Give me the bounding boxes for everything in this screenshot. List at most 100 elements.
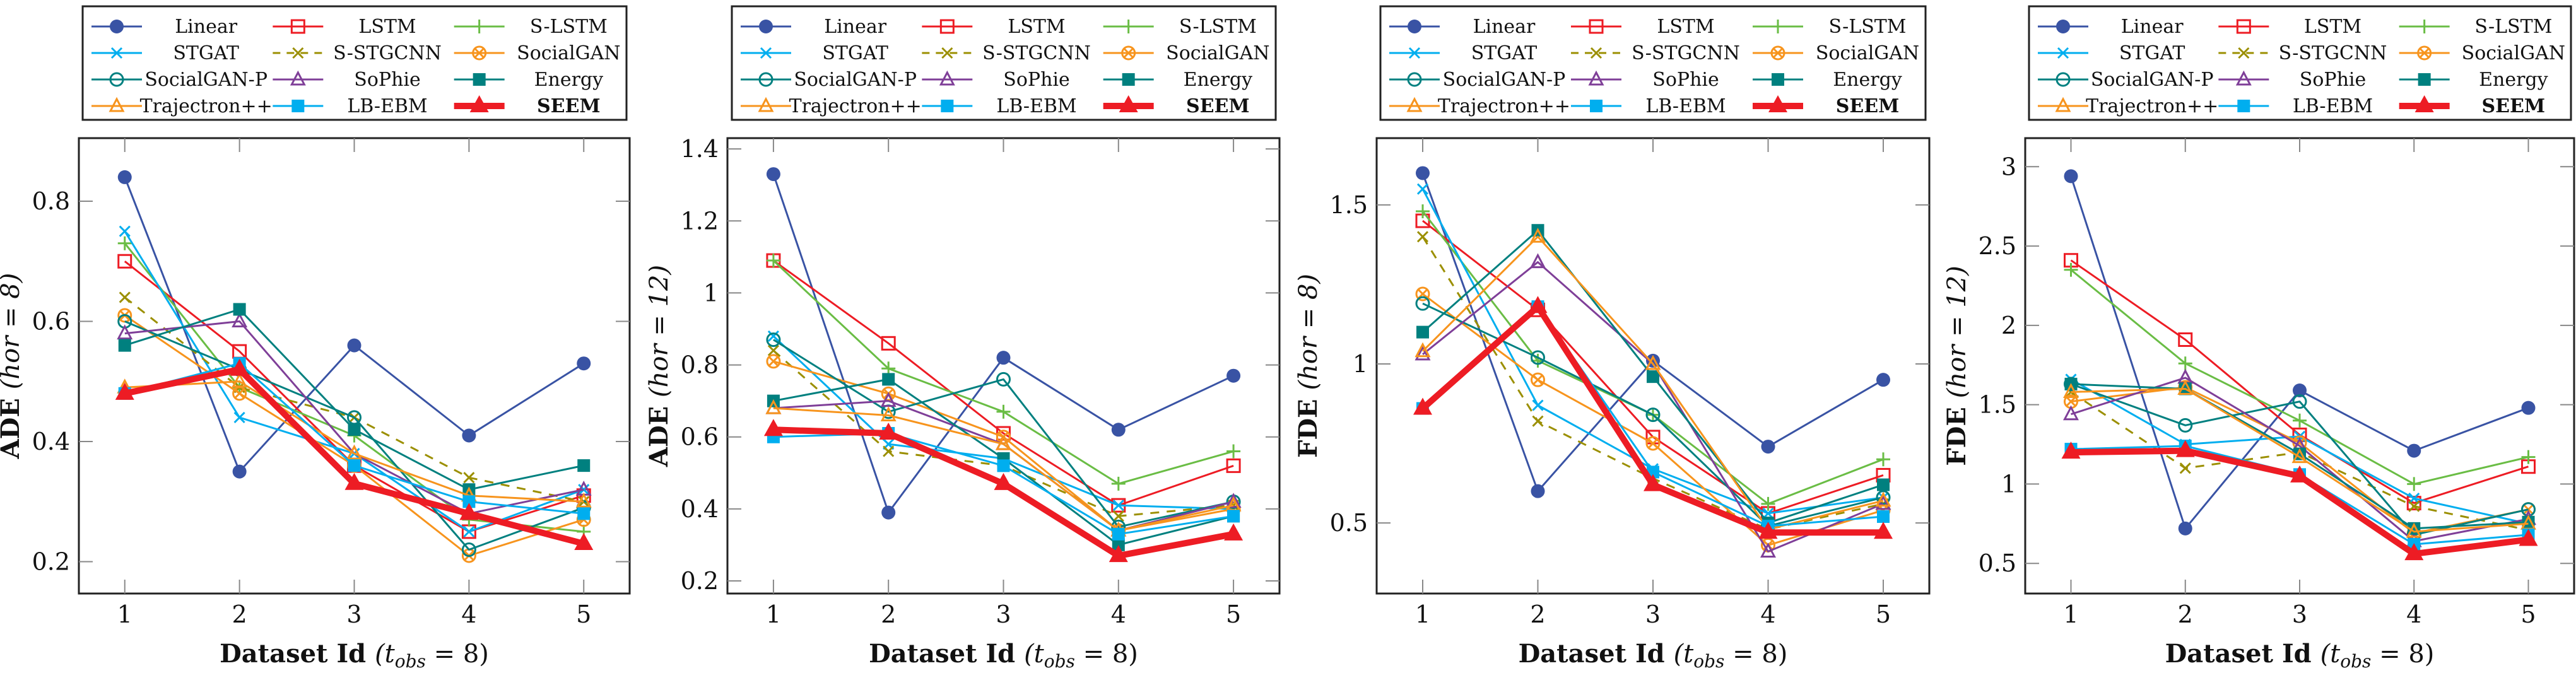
legend-label: SEEM (537, 95, 601, 117)
legend-entry-socialgan: SocialGAN (2399, 42, 2565, 64)
series-line-lb-ebm (2071, 445, 2529, 546)
x-tick-label: 1 (117, 600, 132, 628)
legend-label: Trajectron++ (789, 95, 922, 117)
x-axis-title: Dataset Id (tobs = 8) (2165, 639, 2435, 672)
legend-entry-seem: SEEM (454, 95, 601, 117)
marker-filled-square (473, 73, 486, 86)
legend-entry-linear: Linear (2038, 16, 2184, 38)
series-trajectronpppp (117, 372, 592, 508)
data-point-lstm (2178, 332, 2193, 347)
legend-entry-lb-ebm: LB-EBM (2218, 95, 2373, 117)
data-point-seem (344, 472, 364, 490)
data-point-linear (2064, 169, 2078, 184)
data-point-stgat (119, 225, 131, 237)
marker-filled-triangle (1768, 95, 1787, 112)
series-line-socialgan (773, 360, 1234, 532)
data-point-linear (2521, 401, 2536, 415)
data-point-lb-ebm (1112, 527, 1125, 541)
data-point-s-lstm (1111, 476, 1126, 491)
y-tick-label: 2 (2001, 312, 2016, 339)
data-point-trajectronpppp (1875, 491, 1891, 507)
data-point-seem (459, 503, 479, 520)
data-point-linear (996, 351, 1011, 365)
data-point-energy (577, 459, 591, 472)
data-point-seem (230, 358, 249, 376)
data-point-s-stgcnn (767, 344, 779, 356)
legend-entry-socialgan: SocialGAN (1103, 42, 1270, 64)
series-s-lstm (117, 236, 591, 539)
legend: Linear LSTM S-LSTM STGAT S-STGCNN SocialGAN So… (2028, 5, 2572, 121)
series-line-trajectronpppp (2071, 388, 2529, 533)
data-point-stgat (767, 330, 779, 342)
data-point-seem (574, 532, 594, 550)
legend-label: LB-EBM (2293, 95, 2373, 117)
series-energy (118, 303, 591, 496)
marker-filled-square (2418, 73, 2431, 86)
marker-open-triangle (109, 97, 125, 112)
data-point-energy (118, 339, 131, 352)
data-point-linear (462, 428, 476, 443)
data-point-socialgan-p (1645, 407, 1661, 423)
series-seem (1413, 296, 1893, 539)
legend-frame (1379, 5, 1927, 121)
y-tick-label: 1 (703, 279, 719, 307)
data-point-linear (117, 170, 132, 184)
marker-filled-square (1772, 73, 1784, 86)
series-line-socialgan-p (773, 339, 1234, 528)
data-point-linear (1111, 423, 1126, 437)
legend-label: Energy (2479, 69, 2548, 91)
data-point-linear (1416, 166, 1430, 180)
legend-label: S-STGCNN (333, 42, 442, 64)
series-line-lstm (773, 259, 1234, 506)
marker-filled-triangle (469, 95, 489, 112)
legend-entry-energy: Energy (2399, 69, 2548, 91)
marker-open-circle (758, 72, 773, 87)
marker-open-triangle (2235, 70, 2252, 86)
marker-plus (472, 20, 486, 33)
data-point-stgat (463, 525, 475, 537)
legend-label: Linear (175, 16, 237, 38)
y-tick-label: 0.4 (32, 428, 70, 455)
data-point-linear (2293, 383, 2307, 397)
legend-label: SoPhie (1003, 69, 1069, 91)
marker-cross (1408, 47, 1421, 59)
data-point-linear (2407, 443, 2421, 458)
data-point-trajectronpppp (2291, 448, 2308, 464)
legend-entry-lb-ebm: LB-EBM (1571, 95, 1726, 117)
x-tick-label: 4 (461, 600, 476, 628)
data-point-linear (881, 505, 896, 520)
series-line-socialgan-p (1422, 302, 1884, 527)
data-point-socialgan-p (2178, 418, 2193, 433)
marker-filled-square (941, 100, 954, 112)
legend-entry-linear: Linear (91, 16, 238, 38)
data-point-seem (115, 382, 134, 400)
marker-filled-circle (1408, 20, 1421, 33)
data-point-seem (2519, 529, 2538, 546)
data-point-seem (1224, 523, 1244, 541)
legend-entry-s-lstm: S-LSTM (1103, 16, 1257, 38)
legend-label: S-LSTM (1829, 16, 1907, 38)
data-point-sophie (2063, 405, 2079, 421)
data-point-linear (1876, 373, 1890, 387)
legend: Linear LSTM S-LSTM STGAT S-STGCNN SocialGAN So… (81, 5, 628, 121)
data-point-trajectronpppp (1414, 342, 1431, 358)
legend-label: SocialGAN (517, 42, 620, 64)
data-point-seem (879, 423, 898, 440)
y-tick-label: 0.6 (32, 308, 70, 336)
legend-label: Trajectron++ (1438, 95, 1570, 117)
series-lstm (2064, 253, 2536, 511)
data-point-socialgan (1645, 436, 1661, 451)
legend-entry-sophie: SoPhie (2218, 69, 2366, 91)
legend-label: S-STGCNN (1632, 42, 1740, 64)
data-point-energy (2522, 515, 2535, 529)
data-point-lstm (881, 336, 896, 351)
x-axis-title: Dataset Id (tobs = 8) (1519, 639, 1788, 672)
legend-entry-trajectronpppp: Trajectron++ (91, 95, 273, 117)
data-point-trajectronpppp (1645, 354, 1661, 370)
marker-open-square (939, 19, 955, 34)
data-point-trajectronpppp (765, 399, 782, 414)
legend-entry-seem: SEEM (1753, 95, 1899, 117)
legend-frame (731, 5, 1277, 121)
marker-filled-square (1122, 73, 1135, 86)
x-tick-label: 5 (576, 600, 591, 628)
